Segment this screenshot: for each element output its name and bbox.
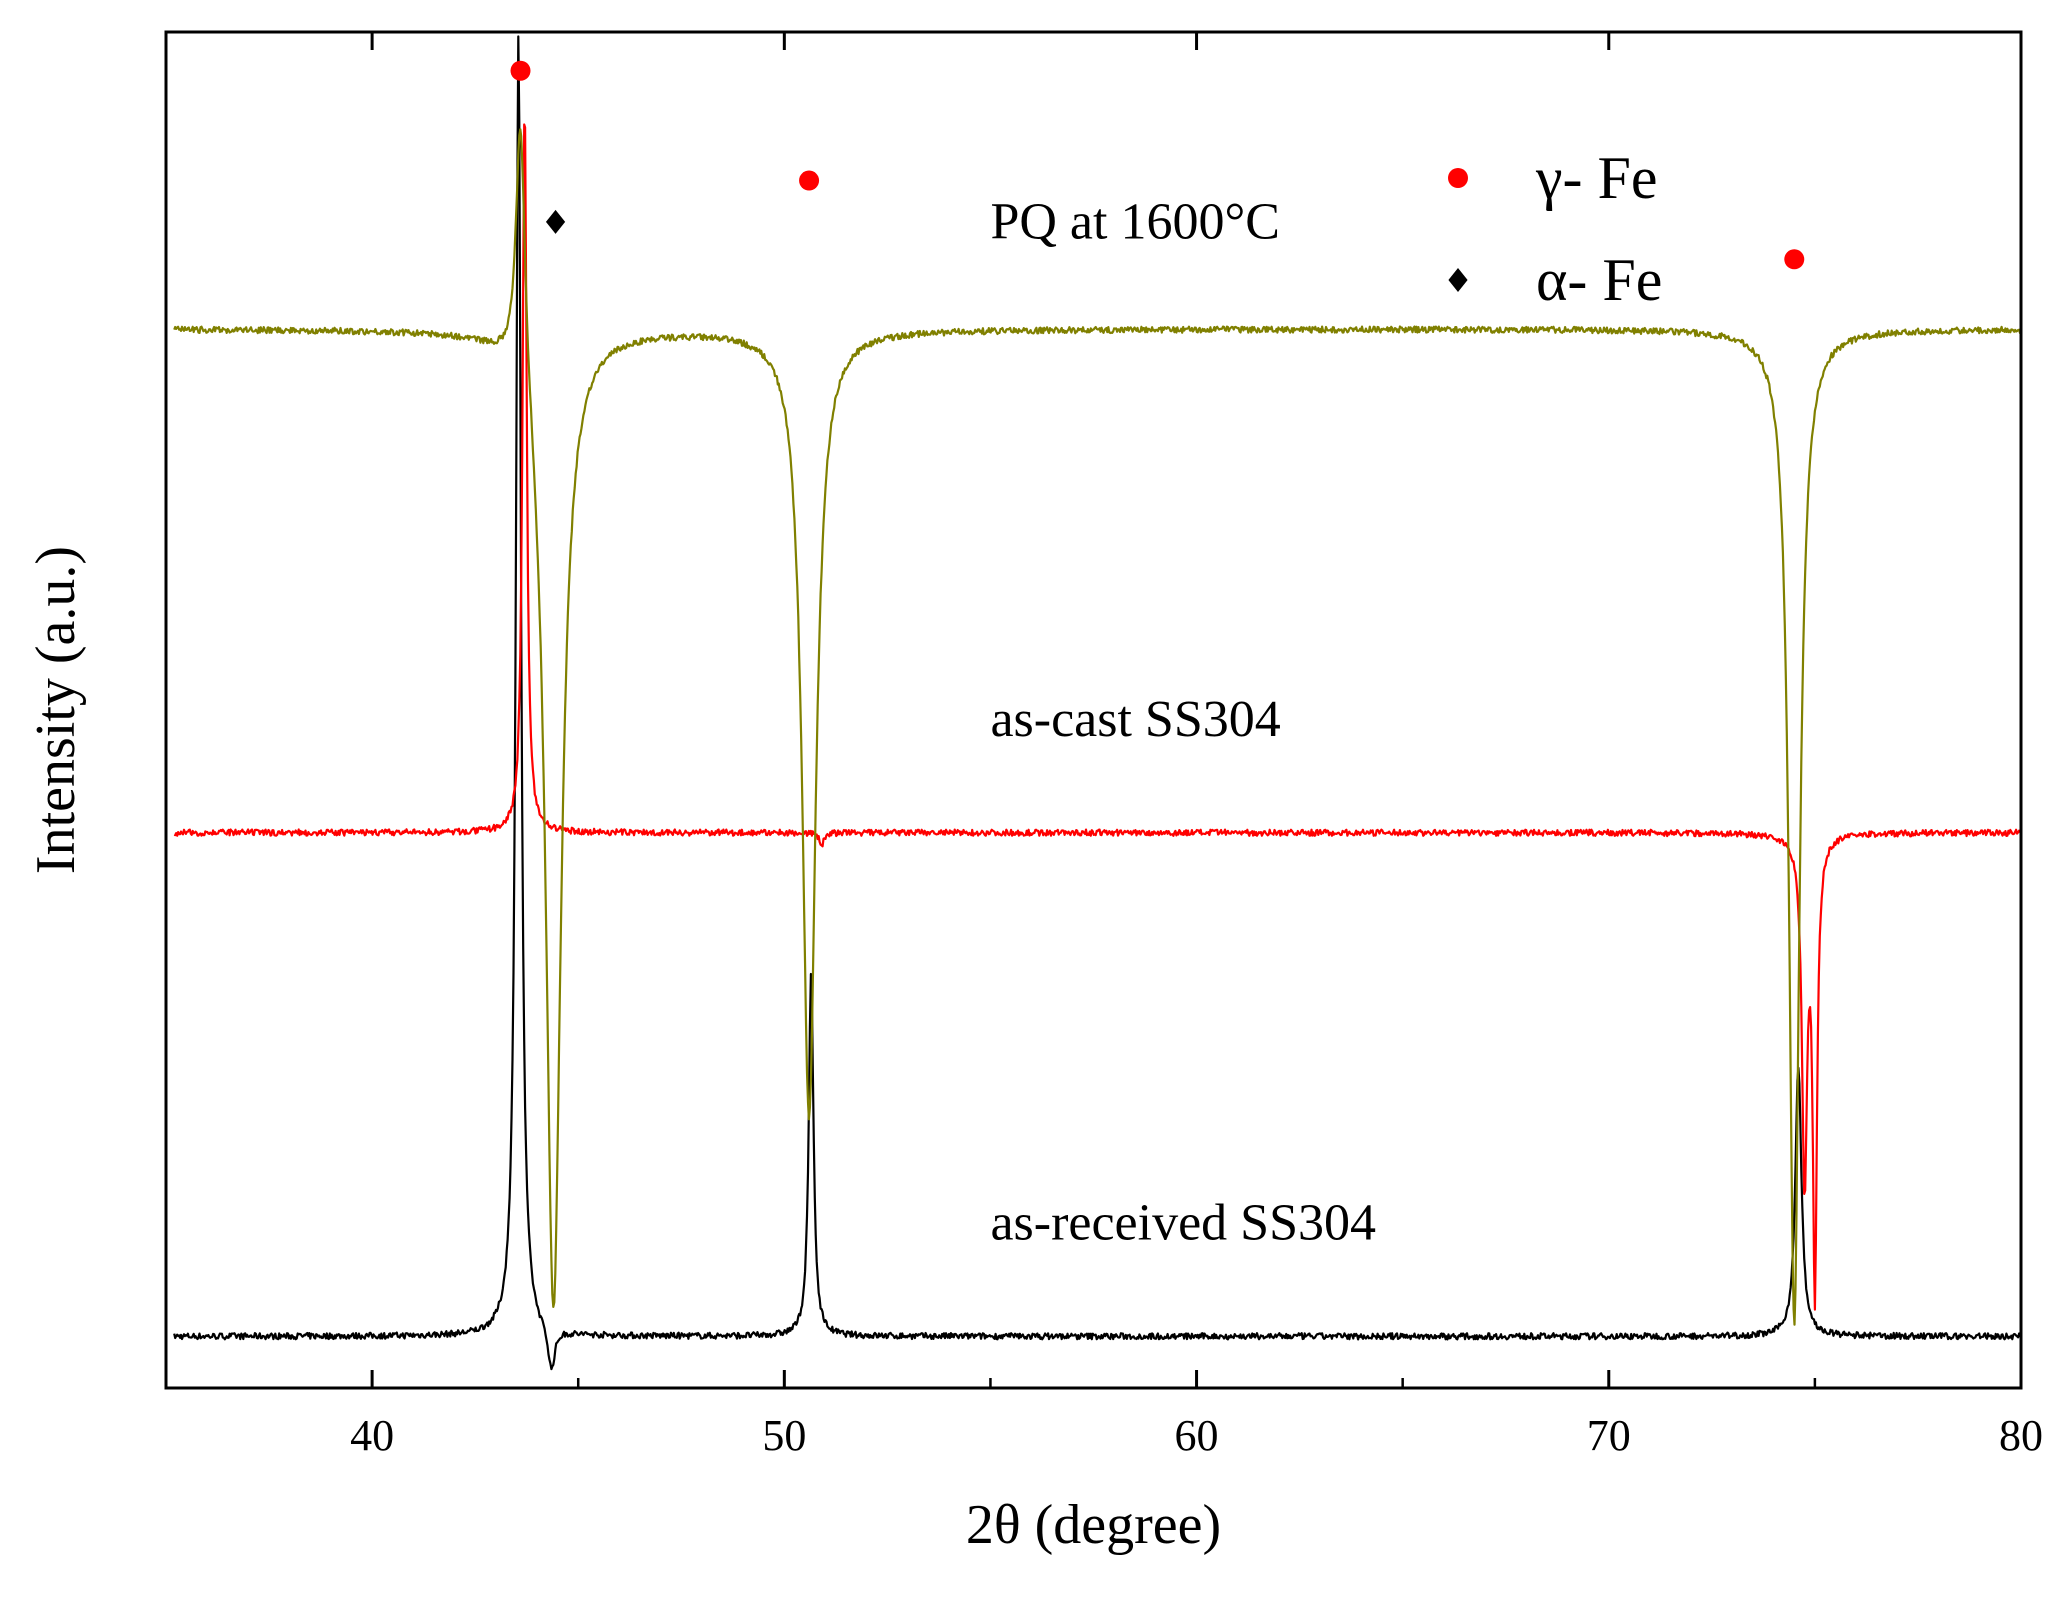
gamma-fe-peak-marker	[799, 170, 820, 191]
series-line-as-cast-ss304	[173, 123, 2023, 1311]
x-tick-label: 50	[762, 1411, 806, 1460]
alpha-fe-peak-marker	[545, 209, 566, 234]
x-tick-label: 40	[350, 1411, 394, 1460]
legend-gamma-symbol	[1448, 168, 1468, 188]
x-tick-label: 70	[1587, 1411, 1631, 1460]
legend-entry-label: γ- Fe	[1535, 145, 1658, 211]
series-label: PQ at 1600°C	[990, 194, 1279, 251]
gamma-fe-peak-marker	[510, 60, 531, 81]
series-line-pq-at-1600-c	[173, 128, 2023, 1326]
x-tick-label: 80	[1999, 1411, 2043, 1460]
series-line-as-received-ss304	[173, 35, 2023, 1371]
series-layer	[173, 35, 2023, 1371]
legend-entry-label: α- Fe	[1536, 247, 1662, 313]
plot-frame	[164, 30, 2023, 1390]
series-label: as-received SS304	[990, 1194, 1376, 1251]
x-axis-title: 2θ (degree)	[966, 1494, 1221, 1556]
series-label: as-cast SS304	[990, 691, 1280, 748]
x-tick-label: 60	[1175, 1411, 1219, 1460]
axis-tick-layer: 40 50 60 70 80	[164, 32, 2043, 1460]
series-label-layer: as-received SS304 as-cast SS304 PQ at 1600…	[990, 194, 1376, 1252]
legend: γ- Fe α- Fe	[1448, 145, 1662, 313]
y-axis-title: Intensity (a.u.)	[25, 546, 87, 874]
gamma-fe-peak-marker	[1784, 249, 1805, 270]
legend-alpha-symbol	[1448, 268, 1468, 292]
phase-marker-layer	[510, 60, 1805, 270]
